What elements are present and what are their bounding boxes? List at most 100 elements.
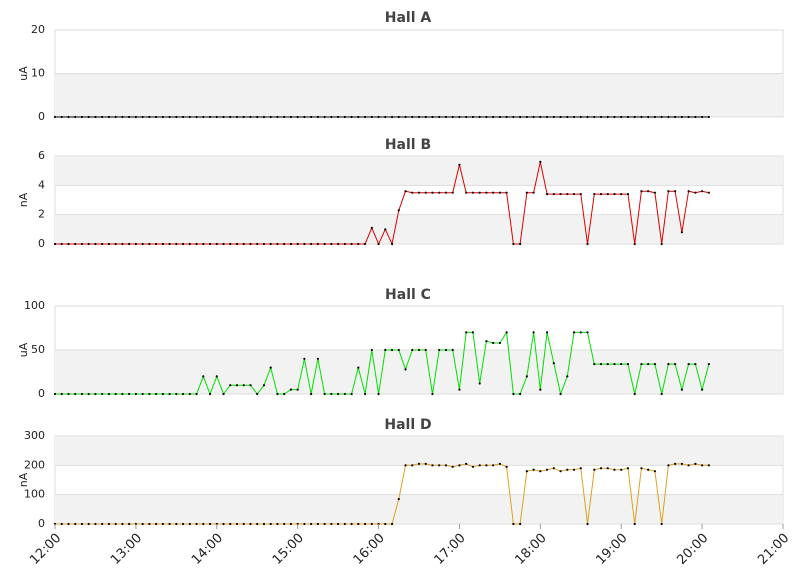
data-point [148,392,151,396]
data-point [552,193,555,196]
data-point [188,522,191,526]
y-axis-label: uA [17,66,30,81]
data-point [579,467,582,470]
data-point [323,392,326,396]
data-point [350,522,353,526]
data-point [276,242,279,246]
data-point [438,464,441,467]
data-point [458,163,461,166]
data-point [640,115,643,119]
data-point [235,522,239,526]
data-point [707,464,710,467]
data-point [539,388,542,391]
y-tick-label: 200 [24,458,45,471]
data-point [114,522,117,526]
data-point [606,193,609,196]
data-point [633,242,636,246]
data-point [674,362,677,366]
grid-band [55,350,783,394]
data-point [620,193,623,196]
data-point [101,242,104,246]
chart-title: Hall A [385,10,432,26]
x-tick-label: 17:00 [432,531,469,568]
data-point [148,522,151,526]
data-point [107,522,111,526]
data-point [498,115,501,119]
data-point [505,115,508,119]
data-point [121,522,124,526]
data-point [485,115,488,119]
data-point [471,191,475,194]
data-point [363,392,367,396]
data-point [674,115,677,119]
data-point [94,522,97,526]
data-point [626,193,630,196]
data-point [505,465,508,468]
data-point [633,392,636,396]
data-point [701,115,704,119]
data-point [613,362,616,366]
data-point [525,191,528,194]
data-point [161,522,164,526]
data-point [283,522,286,526]
data-point [87,392,90,396]
data-point [316,357,319,360]
data-point [498,462,501,465]
data-point [310,115,313,119]
data-point [357,522,360,526]
y-tick-label: 0 [38,110,45,123]
data-point [208,242,212,246]
data-point [134,115,137,119]
data-point [485,464,488,467]
data-point [269,366,272,369]
data-point [168,392,171,396]
data-point [303,115,306,119]
data-point [330,115,333,119]
data-point [168,115,171,119]
data-point [599,193,603,196]
data-point [559,193,562,196]
data-point [337,115,340,119]
data-point [545,331,549,334]
data-point [222,522,225,526]
data-point [552,362,555,365]
data-point [67,242,70,246]
y-tick-label: 50 [31,343,45,356]
data-point [289,115,293,119]
data-point [155,242,158,246]
data-point [128,115,131,119]
data-point [593,468,596,471]
data-point [316,242,319,246]
data-point [694,191,697,194]
data-point [606,115,609,119]
data-point [397,497,400,501]
data-point [667,362,670,366]
y-tick-label: 2 [38,208,45,221]
data-point [330,522,333,526]
data-point [242,522,245,526]
data-point [350,115,353,119]
data-point [397,209,400,212]
data-point [599,115,603,119]
data-point [289,242,293,246]
data-point [559,115,562,119]
data-point [707,191,710,194]
data-point [620,362,623,366]
data-point [572,115,576,119]
data-point [114,392,117,396]
x-tick-label: 12:00 [27,531,64,568]
data-point [620,115,623,119]
data-point [424,191,427,194]
data-point [593,193,596,196]
data-point [269,115,272,119]
data-point [694,462,697,465]
x-tick-label: 20:00 [674,531,711,568]
data-point [458,388,461,391]
data-point [478,464,481,467]
data-point [586,522,589,526]
data-point [175,522,178,526]
data-point [215,115,218,119]
data-point [283,115,286,119]
data-point [458,115,461,119]
data-point [363,242,367,246]
